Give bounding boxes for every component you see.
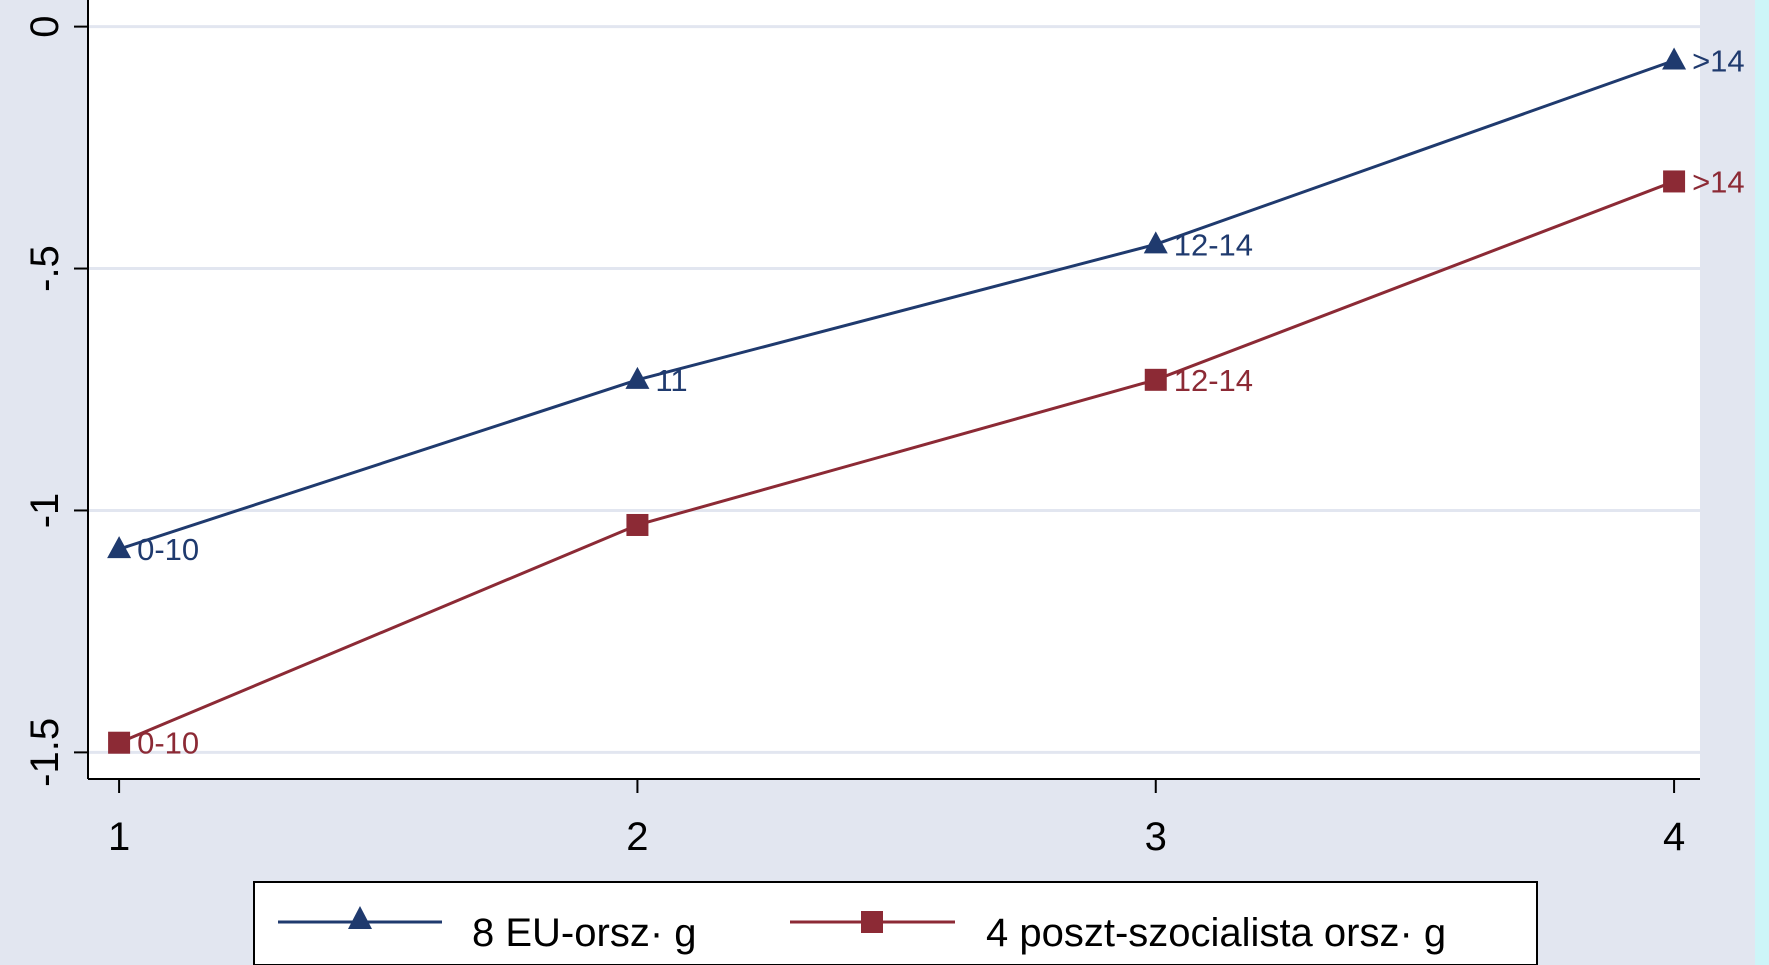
series-line xyxy=(118,180,1675,745)
x-tick-label: 1 xyxy=(108,815,130,859)
point-label: >14 xyxy=(1692,43,1745,78)
point-label: 12-14 xyxy=(1174,227,1253,262)
x-tick-label: 2 xyxy=(626,815,648,859)
y-tick-label: 0 xyxy=(23,15,67,37)
data-point-triangle xyxy=(107,536,132,559)
point-label: 0-10 xyxy=(137,726,199,761)
series-group: 0-10 11 12-14 >14 0-10 12-14 >14 xyxy=(107,43,1745,761)
legend-square-icon xyxy=(861,911,883,933)
data-point-square xyxy=(626,513,649,536)
legend-triangle-icon xyxy=(348,906,372,929)
x-axis-ticks: 1 2 3 4 xyxy=(108,779,1685,859)
point-label: 12-14 xyxy=(1174,363,1253,398)
x-tick-label: 4 xyxy=(1663,815,1685,859)
data-point-square xyxy=(108,731,131,754)
plot-area xyxy=(88,0,1700,779)
data-point-triangle xyxy=(1143,231,1168,254)
legend-label-eu: 8 EU-orsz· g xyxy=(472,911,697,955)
series-line xyxy=(118,59,1675,551)
point-label: 11 xyxy=(655,363,687,398)
y-tick-label: -.5 xyxy=(23,245,67,292)
data-point-square xyxy=(1144,368,1167,391)
data-point-triangle xyxy=(1662,47,1687,70)
point-label: >14 xyxy=(1692,164,1745,199)
point-label: 0-10 xyxy=(137,532,199,567)
gridlines xyxy=(88,25,1700,754)
y-axis-ticks: 0 -.5 -1 -1.5 xyxy=(23,15,88,787)
x-tick-label: 3 xyxy=(1145,815,1167,859)
y-tick-label: -1.5 xyxy=(23,718,67,787)
data-point-square xyxy=(1663,170,1686,193)
right-edge-strip xyxy=(1755,0,1769,965)
y-tick-label: -1 xyxy=(23,493,67,529)
data-point-triangle xyxy=(625,366,650,389)
legend-label-post: 4 poszt-szocialista orsz· g xyxy=(986,911,1446,955)
legend: 8 EU-orsz· g 4 poszt-szocialista orsz· g xyxy=(253,881,1538,965)
